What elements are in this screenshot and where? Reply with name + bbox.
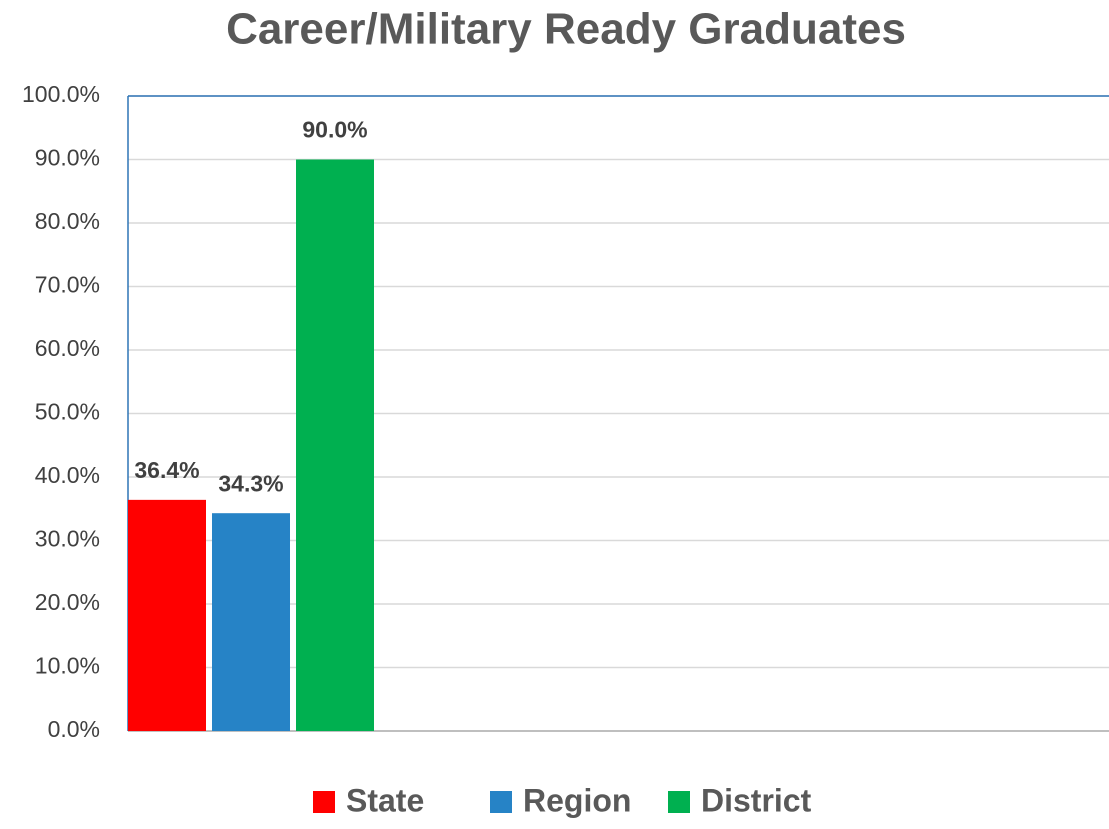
legend-swatch: [313, 791, 335, 813]
legend-label: District: [701, 782, 812, 818]
legend-label: Region: [523, 782, 631, 818]
legend-swatch: [668, 791, 690, 813]
y-tick-label: 50.0%: [35, 399, 100, 425]
y-tick-label: 0.0%: [48, 716, 100, 742]
data-label: 34.3%: [218, 470, 283, 496]
bar: [212, 513, 290, 731]
y-tick-label: 60.0%: [35, 335, 100, 361]
y-tick-label: 20.0%: [35, 589, 100, 615]
y-tick-label: 30.0%: [35, 526, 100, 552]
y-tick-label: 80.0%: [35, 208, 100, 234]
bar: [296, 159, 374, 731]
bar: [128, 499, 206, 731]
y-tick-label: 40.0%: [35, 462, 100, 488]
legend-swatch: [490, 791, 512, 813]
y-tick-label: 70.0%: [35, 272, 100, 298]
y-tick-label: 90.0%: [35, 145, 100, 171]
y-tick-label: 10.0%: [35, 653, 100, 679]
data-label: 36.4%: [134, 457, 199, 483]
y-tick-label: 100.0%: [22, 81, 100, 107]
legend-label: State: [346, 782, 424, 818]
data-label: 90.0%: [302, 117, 367, 143]
chart-title: Career/Military Ready Graduates: [226, 5, 906, 54]
